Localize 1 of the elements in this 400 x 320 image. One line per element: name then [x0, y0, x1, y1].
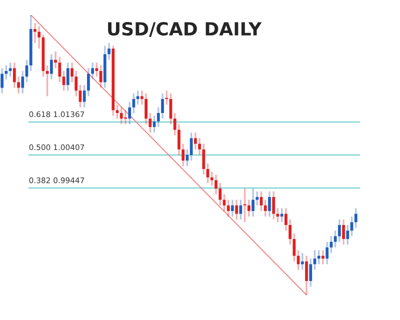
- chart-title: USD/CAD DAILY: [108, 22, 262, 38]
